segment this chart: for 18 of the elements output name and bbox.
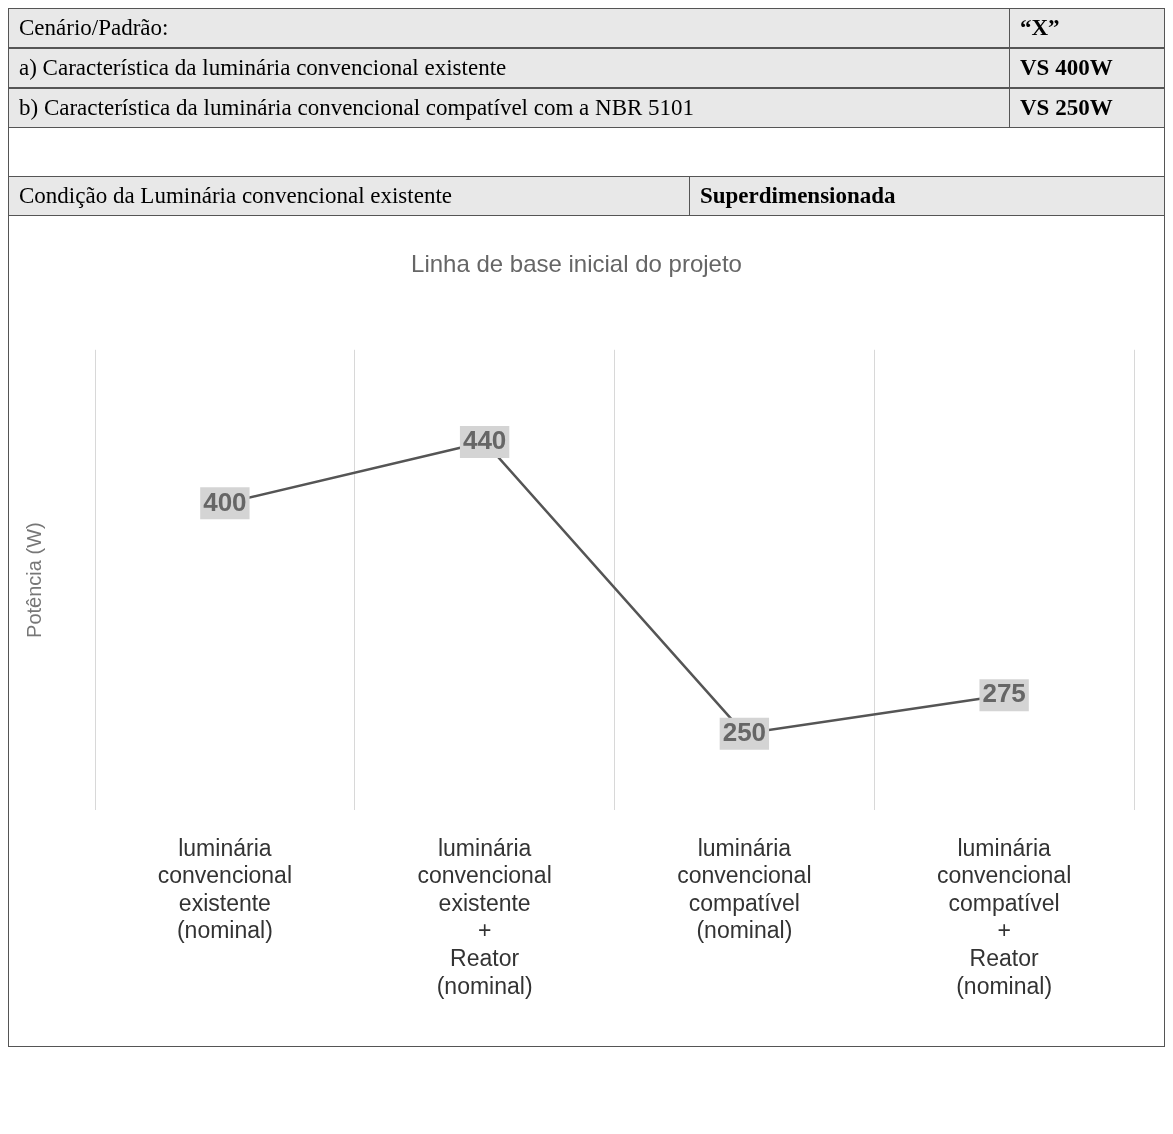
text: Cenário/Padrão: — [8, 8, 1010, 48]
chart-title: Linha de base inicial do projeto — [411, 250, 742, 278]
text: VS 250W — [1010, 88, 1165, 128]
x-tick-label: luminária convencional compatível (nominal) — [677, 834, 812, 944]
data-label: 275 — [982, 678, 1026, 709]
y-axis-title: Potência (W) — [22, 522, 45, 638]
text: “X” — [1010, 8, 1165, 48]
x-tick-label: luminária convencional existente (nominal) — [157, 834, 293, 944]
text: VS 400W — [1010, 48, 1165, 88]
text: a) Característica da luminária convencional existente — [8, 48, 1010, 88]
data-label: 400 — [203, 486, 247, 517]
text: Superdimensionada — [690, 176, 1165, 216]
text: Condição da Luminária convencional existente — [8, 176, 690, 216]
x-tick-label: luminária convencional compatível + Reator (nominal) — [936, 834, 1072, 999]
data-label: 250 — [722, 716, 767, 747]
x-tick-label: luminária convencional existente + Reator (nominal) — [417, 834, 552, 999]
text: b) Característica da luminária convencional compatível com a NBR 5101 — [8, 88, 1010, 128]
data-label: 440 — [462, 425, 507, 456]
